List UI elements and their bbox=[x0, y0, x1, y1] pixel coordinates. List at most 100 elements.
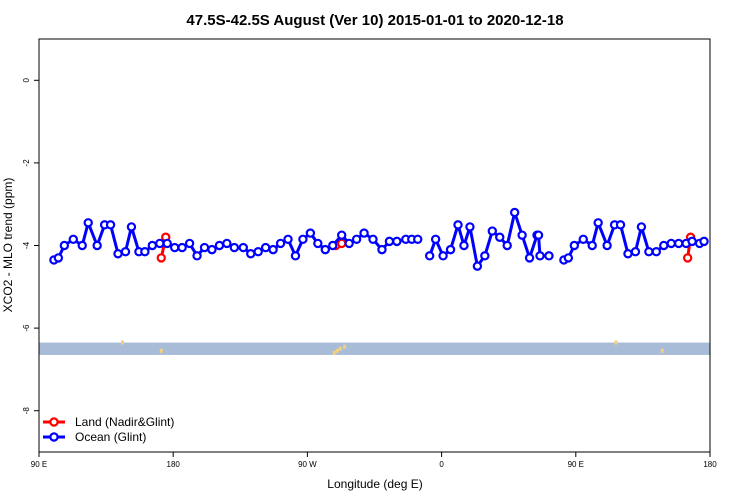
data-point bbox=[83, 218, 93, 228]
data-point bbox=[465, 222, 475, 232]
land-marker bbox=[614, 340, 618, 345]
data-band-layer bbox=[39, 342, 710, 355]
data-point bbox=[524, 253, 535, 263]
data-point bbox=[495, 232, 505, 242]
data-point bbox=[424, 251, 435, 261]
data-point bbox=[59, 240, 70, 251]
legend-label: Ocean (Glint) bbox=[75, 430, 146, 444]
data-point bbox=[77, 240, 87, 251]
data-point bbox=[615, 220, 626, 230]
data-point bbox=[359, 228, 369, 238]
data-point bbox=[207, 244, 217, 255]
data-point bbox=[268, 244, 278, 255]
data-point bbox=[313, 238, 323, 249]
data-point bbox=[392, 236, 402, 247]
y-axis: 0 -2 -4 -6 -8 bbox=[22, 78, 39, 415]
data-point bbox=[253, 246, 263, 257]
land-marker bbox=[332, 350, 336, 355]
data-point bbox=[214, 240, 225, 251]
series-line bbox=[428, 210, 539, 268]
data-point bbox=[687, 236, 697, 247]
data-point bbox=[368, 234, 378, 245]
data-point bbox=[682, 253, 693, 263]
data-point bbox=[283, 234, 293, 245]
data-point bbox=[509, 207, 520, 218]
x-tick-label: 180 bbox=[703, 460, 717, 469]
chart-title: 47.5S-42.5S August (Ver 10) 2015-01-01 t… bbox=[186, 12, 563, 29]
y-tick-label: -2 bbox=[22, 159, 31, 167]
land-marker bbox=[660, 348, 664, 353]
data-point bbox=[169, 242, 180, 253]
data-point bbox=[199, 242, 210, 253]
data-point bbox=[659, 240, 669, 251]
data-point bbox=[377, 244, 387, 255]
legend-marker bbox=[49, 417, 59, 427]
data-point bbox=[459, 240, 469, 251]
data-point bbox=[578, 234, 588, 245]
y-tick-label: -6 bbox=[22, 324, 31, 332]
x-tick-label: 180 bbox=[167, 460, 181, 469]
y-axis-label: XCO2 - MLO trend (ppm) bbox=[1, 178, 15, 313]
data-point bbox=[544, 251, 554, 261]
x-axis-label: Longitude (deg E) bbox=[327, 477, 422, 491]
data-point bbox=[336, 238, 347, 249]
data-point bbox=[305, 228, 316, 238]
data-point bbox=[636, 222, 647, 232]
legend: Land (Nadir&Glint)Ocean (Glint) bbox=[43, 415, 174, 444]
data-point bbox=[535, 251, 545, 261]
series-layer bbox=[49, 207, 709, 271]
land-marker bbox=[159, 348, 163, 353]
data-point bbox=[487, 226, 497, 236]
y-tick-label: -4 bbox=[22, 241, 31, 249]
series-2 bbox=[533, 218, 709, 265]
data-point bbox=[229, 242, 240, 253]
legend-item: Ocean (Glint) bbox=[43, 430, 146, 444]
data-point bbox=[328, 240, 338, 251]
data-point bbox=[53, 253, 64, 263]
data-point bbox=[602, 240, 612, 251]
data-point bbox=[222, 238, 232, 249]
data-point bbox=[140, 246, 150, 257]
data-point bbox=[344, 238, 354, 249]
land-marker bbox=[343, 344, 347, 349]
data-point bbox=[563, 253, 574, 263]
data-point bbox=[351, 234, 362, 245]
data-point bbox=[320, 244, 330, 255]
data-point bbox=[246, 249, 256, 259]
data-point bbox=[445, 244, 456, 255]
data-point bbox=[533, 230, 544, 240]
data-point bbox=[192, 251, 202, 261]
data-point bbox=[502, 240, 512, 251]
legend-marker bbox=[49, 432, 59, 442]
data-point bbox=[453, 220, 463, 230]
data-point bbox=[413, 234, 423, 245]
data-point bbox=[384, 236, 395, 247]
data-point bbox=[472, 261, 483, 271]
legend-label: Land (Nadir&Glint) bbox=[75, 415, 174, 429]
data-point bbox=[480, 251, 490, 261]
data-point bbox=[290, 251, 301, 261]
x-tick-label: 90 E bbox=[31, 460, 47, 469]
data-point bbox=[120, 246, 131, 257]
data-point bbox=[260, 242, 271, 253]
data-point bbox=[587, 240, 597, 251]
legend-item: Land (Nadir&Glint) bbox=[43, 415, 174, 429]
land-marker bbox=[121, 340, 125, 345]
data-band bbox=[39, 342, 710, 355]
x-tick-label: 90 W bbox=[298, 460, 317, 469]
land-marker-layer bbox=[121, 340, 664, 355]
series-1 bbox=[49, 207, 554, 271]
data-point bbox=[177, 242, 187, 253]
data-point bbox=[593, 218, 603, 228]
data-point bbox=[644, 246, 654, 257]
data-point bbox=[126, 222, 137, 232]
y-tick-label: -8 bbox=[22, 407, 31, 415]
data-point bbox=[699, 236, 709, 247]
data-point bbox=[430, 234, 441, 245]
data-point bbox=[162, 238, 172, 249]
data-point bbox=[673, 238, 684, 249]
data-point bbox=[68, 234, 78, 245]
data-point bbox=[438, 251, 448, 261]
land-marker bbox=[335, 348, 339, 353]
